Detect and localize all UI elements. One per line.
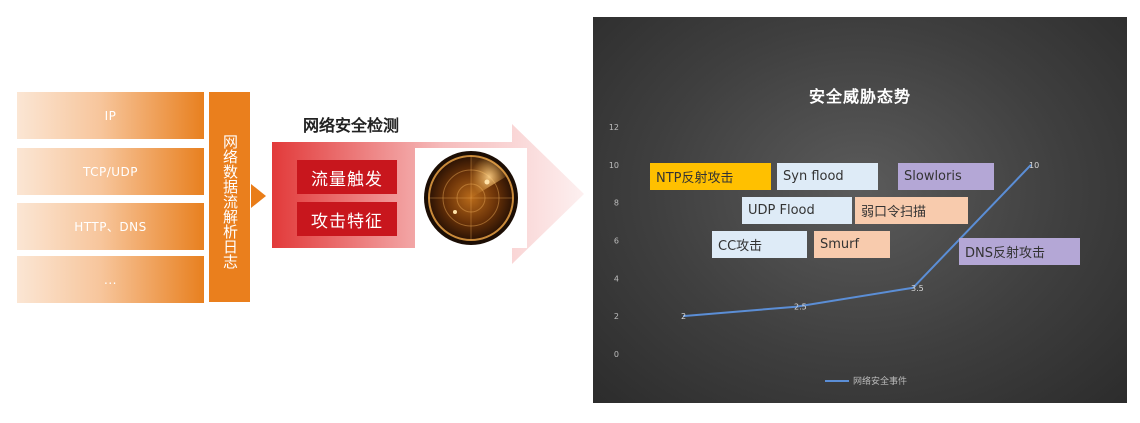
protocol-ip: IP [17, 92, 204, 139]
y-tick-label: 12 [609, 123, 619, 132]
y-tick-label: 2 [614, 312, 619, 321]
tag-attack-signature: 攻击特征 [297, 202, 397, 236]
data-label: 2.5 [794, 303, 807, 312]
series-line [682, 164, 1032, 318]
radar-panel [415, 148, 527, 248]
data-label: 2 [681, 312, 686, 321]
attack-label-dns: DNS反射攻击 [959, 238, 1080, 265]
detection-title: 网络安全检测 [303, 116, 400, 135]
chart-plot: 0 2 4 6 8 10 12 2 2.5 3.5 10 [609, 123, 1039, 359]
attack-label-weak-password: 弱口令扫描 [855, 197, 968, 224]
protocol-label: ... [104, 272, 117, 287]
protocol-label: IP [104, 108, 117, 123]
radar-icon [424, 151, 518, 245]
protocol-more: ... [17, 256, 204, 303]
attack-label-smurf: Smurf [814, 231, 890, 258]
threat-chart: 0 2 4 6 8 10 12 2 2.5 3.5 10 安全威胁态势 NTP反射攻击 Syn fl… [593, 17, 1127, 403]
attack-label-cc: CC攻击 [712, 231, 807, 258]
attack-label-slowloris: Slowloris [898, 163, 994, 190]
flow-arrow-icon [251, 184, 266, 208]
chart-title: 安全威胁态势 [808, 87, 911, 106]
attack-label-ntp: NTP反射攻击 [650, 163, 771, 190]
log-parser-label: 网络数据流解析日志 [221, 133, 239, 269]
protocol-tcp-udp: TCP/UDP [17, 148, 204, 195]
tag-traffic-trigger: 流量触发 [297, 160, 397, 194]
data-label: 10 [1029, 161, 1039, 170]
chart-legend: 网络安全事件 [825, 374, 907, 387]
log-parser-bar: 网络数据流解析日志 [209, 92, 250, 302]
y-tick-label: 6 [614, 237, 619, 246]
attack-label-syn-flood: Syn flood [777, 163, 878, 190]
protocol-label: HTTP、DNS [74, 220, 147, 234]
y-tick-label: 0 [614, 350, 619, 359]
attack-label-udp-flood: UDP Flood [742, 197, 852, 224]
protocol-label: TCP/UDP [82, 164, 139, 179]
y-tick-label: 4 [614, 274, 619, 283]
y-tick-label: 8 [614, 199, 619, 208]
legend-swatch [825, 379, 849, 382]
y-tick-label: 10 [609, 161, 619, 170]
data-label: 3.5 [911, 284, 924, 293]
protocol-http-dns: HTTP、DNS [17, 203, 204, 250]
legend-label: 网络安全事件 [853, 377, 908, 387]
